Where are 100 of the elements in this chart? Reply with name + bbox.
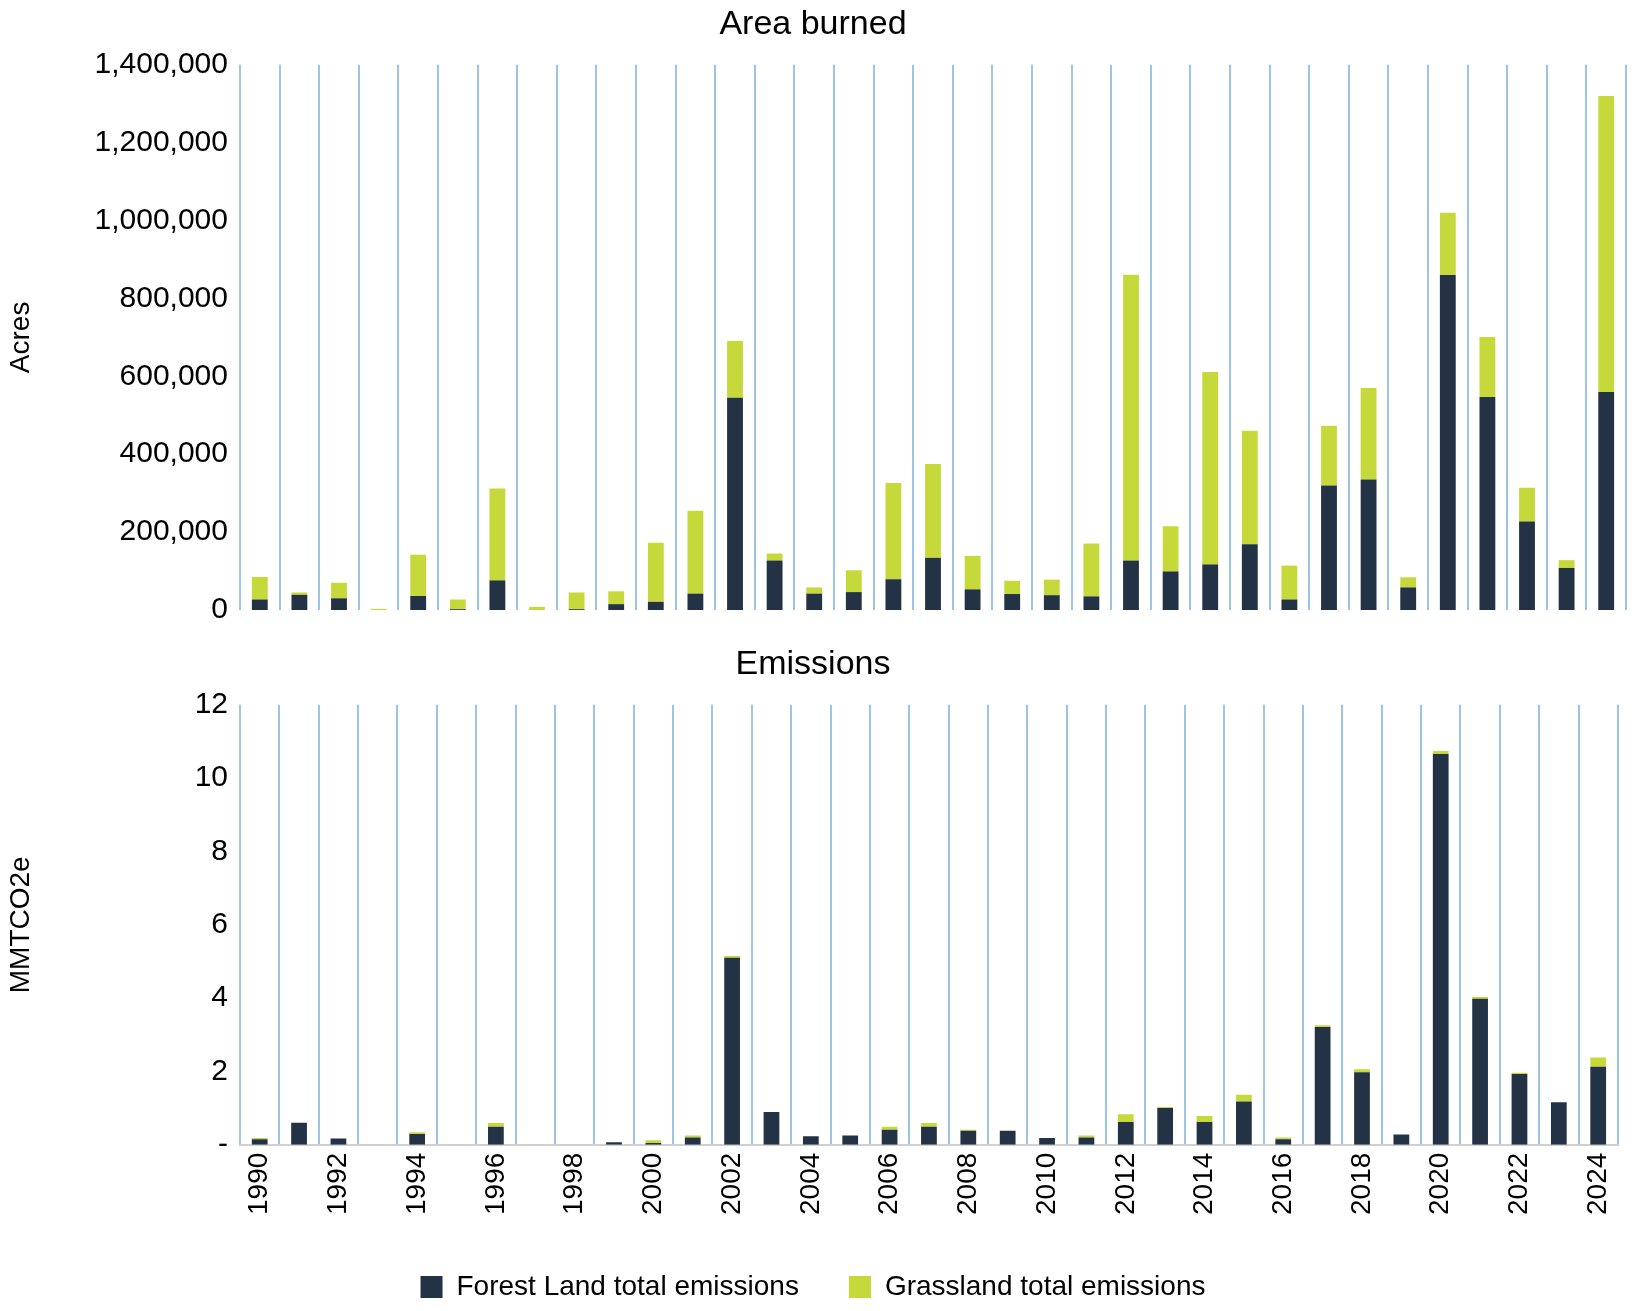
- y-tick-label: 4: [211, 979, 228, 1013]
- bar: [1590, 1057, 1607, 1067]
- x-tick-label: 2016: [1265, 1152, 1297, 1216]
- x-tick-label: 2020: [1423, 1152, 1455, 1216]
- bar: [251, 599, 268, 610]
- bar: [1558, 567, 1575, 610]
- bar: [1360, 479, 1377, 610]
- x-tick-label: 2004: [793, 1152, 825, 1216]
- bar: [885, 483, 902, 580]
- x-tick-label: 1998: [557, 1152, 589, 1216]
- y-tick-label: 400,000: [119, 435, 228, 469]
- bar: [727, 340, 743, 398]
- y-tick-label: 1,200,000: [94, 123, 228, 157]
- bar: [766, 553, 783, 561]
- bar: [1558, 560, 1575, 568]
- x-tick-label: 1992: [321, 1152, 353, 1216]
- bar: [1354, 1069, 1370, 1073]
- bar: [1590, 1066, 1607, 1145]
- bar: [1123, 560, 1139, 610]
- bar: [1598, 95, 1615, 392]
- bar: [1004, 594, 1021, 610]
- y-tick-label: 6: [211, 906, 228, 940]
- bar: [1236, 1094, 1252, 1102]
- y-axis-title: MMTCO2e: [3, 856, 35, 994]
- bar: [1039, 1138, 1055, 1145]
- y-axis-title: Acres: [3, 301, 35, 374]
- chart-title: Area burned: [719, 2, 907, 41]
- bar: [1162, 526, 1179, 572]
- bar: [687, 510, 704, 594]
- bar: [806, 587, 823, 594]
- bar: [488, 1126, 504, 1145]
- bar: [1393, 1134, 1410, 1145]
- bar: [1157, 1108, 1174, 1145]
- x-tick-label: 2012: [1108, 1152, 1140, 1216]
- bar: [925, 557, 941, 610]
- bar: [489, 580, 506, 610]
- x-tick-label: 2010: [1029, 1152, 1061, 1216]
- x-tick-label: 2018: [1344, 1152, 1376, 1216]
- bar: [802, 1136, 819, 1145]
- bar: [1479, 337, 1496, 397]
- x-tick-label: 1996: [478, 1152, 510, 1216]
- bar: [608, 604, 625, 610]
- bar: [488, 1123, 504, 1127]
- bar: [331, 598, 347, 610]
- bar: [1321, 485, 1337, 610]
- x-tick-label: 2000: [636, 1152, 668, 1216]
- bar: [687, 593, 704, 610]
- legend-label: Grassland total emissions: [884, 1269, 1206, 1301]
- bar: [1162, 571, 1179, 610]
- bar: [291, 594, 308, 610]
- bar: [964, 555, 981, 590]
- bar: [1275, 1139, 1292, 1145]
- bar: [331, 582, 347, 599]
- bar: [529, 606, 545, 610]
- y-tick-label: 800,000: [119, 279, 228, 313]
- bar: [1598, 391, 1615, 610]
- bar: [964, 589, 981, 610]
- bar: [999, 1130, 1016, 1145]
- bar: [806, 593, 823, 610]
- bar: [1550, 1102, 1567, 1145]
- y-tick-label: 8: [211, 832, 228, 866]
- x-tick-label: 2022: [1502, 1152, 1534, 1216]
- bar: [1196, 1116, 1213, 1122]
- bar: [410, 554, 427, 596]
- y-tick-label: 10: [194, 759, 228, 793]
- bar: [1511, 1073, 1528, 1145]
- bar: [1439, 275, 1456, 610]
- bar: [925, 463, 941, 558]
- bar: [1400, 587, 1417, 610]
- bar: [1078, 1137, 1095, 1145]
- y-tick-label: 1,000,000: [94, 201, 228, 235]
- bar: [1321, 425, 1337, 486]
- y-tick-label: 2: [211, 1052, 228, 1086]
- y-tick-label: 12: [194, 686, 228, 720]
- bar: [1083, 596, 1100, 610]
- bar: [568, 592, 585, 610]
- bar: [1196, 1121, 1213, 1145]
- bar: [1281, 565, 1298, 600]
- bar: [1117, 1114, 1134, 1122]
- bar: [449, 599, 466, 610]
- bar: [1472, 998, 1488, 1145]
- x-tick-label: 2008: [951, 1152, 983, 1216]
- y-tick-label: 1,400,000: [94, 46, 228, 80]
- bar: [1354, 1072, 1370, 1145]
- bar: [1439, 212, 1456, 276]
- bar: [1043, 595, 1060, 610]
- bar: [647, 542, 664, 602]
- bar: [410, 595, 427, 610]
- y-tick-label: 600,000: [119, 357, 228, 391]
- y-tick-label: -: [218, 1125, 228, 1159]
- bar: [960, 1130, 977, 1145]
- y-tick-label: 0: [211, 591, 228, 625]
- bar: [1314, 1027, 1331, 1145]
- bar: [1432, 753, 1449, 1145]
- bar: [1519, 487, 1535, 522]
- bar: [1117, 1121, 1134, 1145]
- bar: [1241, 430, 1258, 545]
- bar: [1432, 750, 1449, 754]
- bar: [1241, 544, 1258, 610]
- bar: [763, 1112, 780, 1145]
